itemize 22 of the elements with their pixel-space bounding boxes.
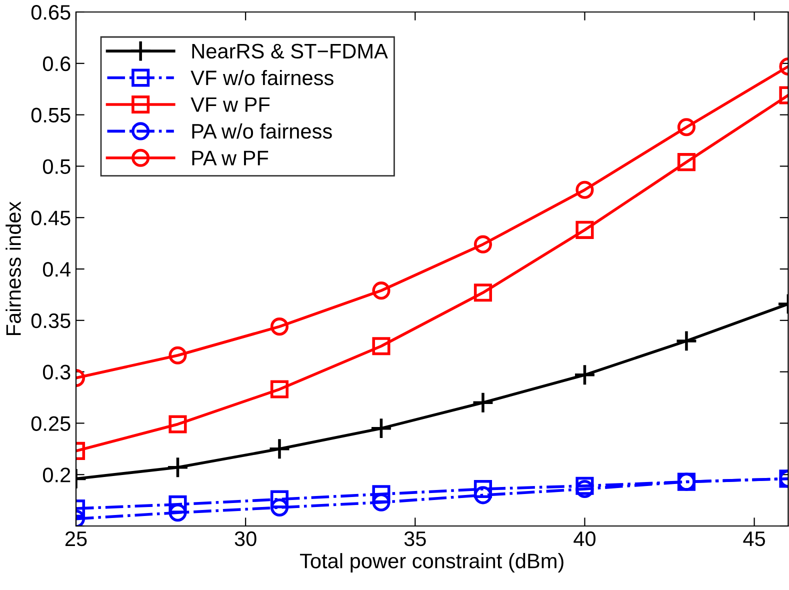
y-tick-label: 0.4	[42, 262, 71, 277]
y-tick-label: 0.35	[31, 313, 70, 328]
y-tick-label: 0.6	[42, 56, 70, 72]
legend-label: PA w PF	[192, 150, 268, 166]
legend-label: VF w PF	[190, 97, 270, 112]
x-tick-label: 35	[404, 531, 426, 546]
x-tick-label: 30	[234, 531, 256, 546]
legend-label: PA w/o fairness	[192, 123, 332, 139]
x-tick-label: 40	[574, 531, 596, 546]
x-tick-label: 25	[65, 531, 87, 546]
y-tick-label: 0.2	[42, 468, 70, 482]
legend-label: NearRS & ST−FDMA	[192, 44, 388, 59]
y-tick-label: 0.25	[31, 416, 70, 431]
y-tick-label: 0.5	[42, 159, 70, 174]
y-tick-label: 0.45	[31, 210, 70, 226]
y-tick-label: 0.3	[42, 364, 70, 380]
x-tick-label: 45	[743, 532, 766, 546]
y-tick-label: 0.65	[31, 5, 70, 20]
legend-label: VF w/o fairness	[190, 70, 334, 86]
y-tick-label: 0.55	[31, 108, 70, 123]
x-axis-title: Total power constraint (dBm)	[300, 553, 564, 572]
y-axis-title: Fairness index	[6, 201, 21, 336]
